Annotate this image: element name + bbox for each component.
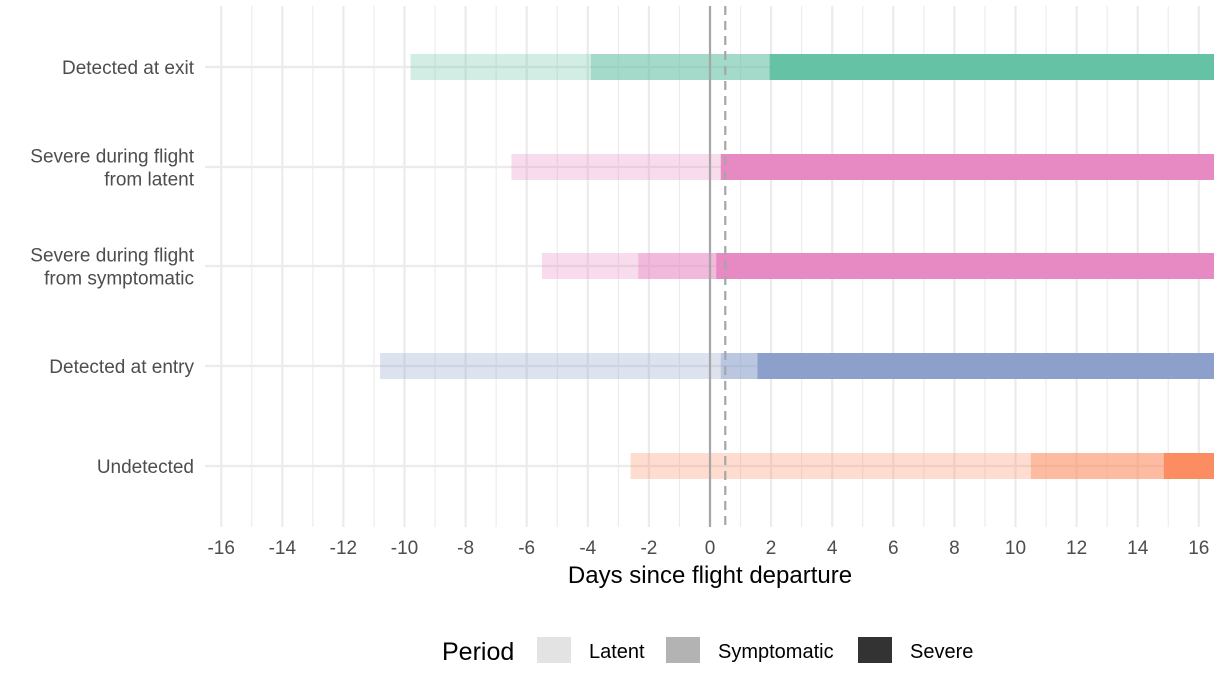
- legend-label-latent: Latent: [589, 641, 645, 663]
- legend-label-severe: Severe: [910, 641, 973, 663]
- y-axis-label: Detected at entry: [49, 357, 194, 378]
- bar-segment-severe: [757, 353, 1214, 379]
- bar-segment-severe: [1163, 453, 1214, 479]
- y-axis-label: Detected at exit: [62, 58, 195, 79]
- bar-segment-symptomatic: [638, 253, 717, 279]
- bar-segment-latent: [511, 154, 721, 180]
- reference-lines: [708, 6, 727, 527]
- y-axis-label: Severe during flight: [30, 246, 194, 267]
- x-axis-tick-label: -12: [330, 538, 357, 559]
- bars-layer: [380, 54, 1214, 479]
- bar-segment-latent: [410, 54, 591, 80]
- bar-segment-symptomatic: [720, 353, 758, 379]
- x-axis-tick-label: -16: [207, 538, 234, 559]
- x-axis-tick-label: -2: [640, 538, 657, 559]
- bar-segment-severe: [720, 154, 1214, 180]
- bar-segment-latent: [630, 453, 1031, 479]
- bar-segment-severe: [769, 54, 1214, 80]
- legend-key-latent: [537, 637, 571, 663]
- x-axis-tick-label: -8: [457, 538, 474, 559]
- legend-label-symptomatic: Symptomatic: [718, 641, 834, 663]
- x-axis-tick-label: 0: [705, 538, 716, 559]
- x-axis-tick-label: 16: [1188, 538, 1209, 559]
- x-axis-tick-label: -10: [391, 538, 418, 559]
- bar-segment-latent: [380, 353, 721, 379]
- x-axis-tick-label: 2: [766, 538, 777, 559]
- bar-segment-latent: [541, 253, 639, 279]
- legend-key-symptomatic: [666, 637, 700, 663]
- y-axis-label: from symptomatic: [44, 269, 194, 290]
- x-axis-tick-label: -6: [518, 538, 535, 559]
- bar-segment-severe: [716, 253, 1214, 279]
- x-axis-tick-label: 14: [1127, 538, 1149, 559]
- x-axis-tick-label: 12: [1066, 538, 1087, 559]
- x-axis-tick-label: 4: [827, 538, 838, 559]
- y-axis-label: Severe during flight: [30, 147, 194, 168]
- x-axis-tick-label: 8: [949, 538, 960, 559]
- legend: Period Latent Symptomatic Severe: [442, 637, 973, 666]
- x-axis-tick-label: 6: [888, 538, 899, 559]
- bar-segment-symptomatic: [590, 54, 770, 80]
- y-axis-label: from latent: [104, 170, 194, 191]
- legend-key-severe: [858, 637, 892, 663]
- legend-title: Period: [442, 638, 514, 666]
- x-axis-tick-label: -14: [269, 538, 297, 559]
- bar-segment-symptomatic: [1030, 453, 1164, 479]
- y-axis-label: Undetected: [97, 457, 194, 478]
- x-axis-tick-label: -4: [579, 538, 596, 559]
- x-axis-title: Days since flight departure: [568, 562, 852, 589]
- x-axis-tick-labels: -16 -14 -12 -10 -8 -6 -4 -2 0 2 4 6 8 10 12 14 16: [207, 538, 1209, 559]
- x-axis-tick-label: 10: [1005, 538, 1026, 559]
